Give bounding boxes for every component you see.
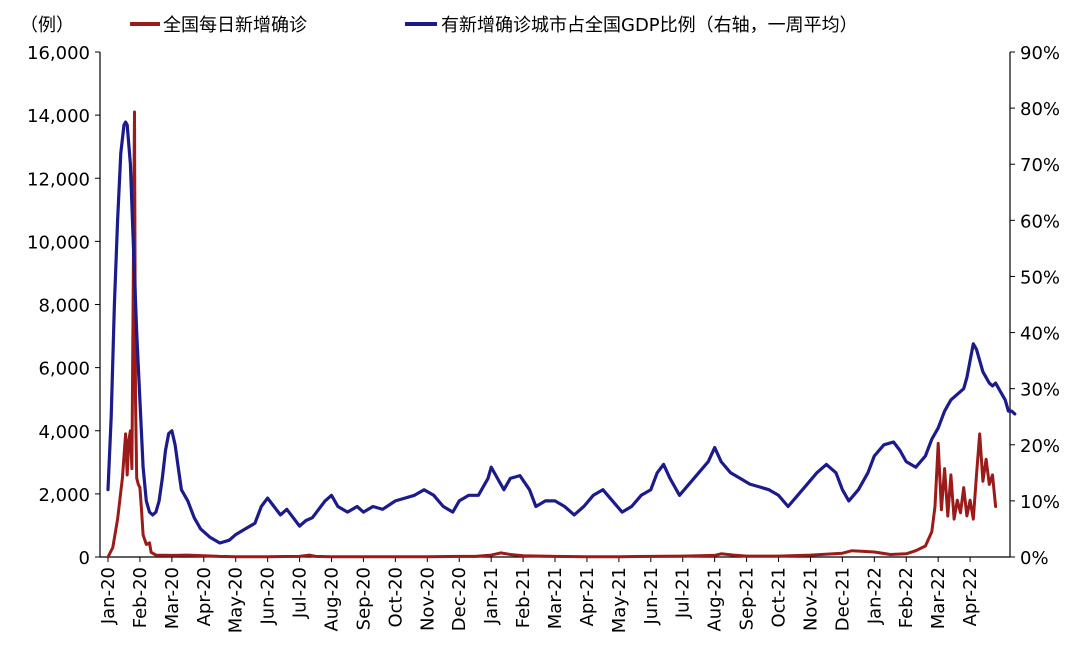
- axes: [99, 52, 1011, 558]
- left-axis-ticks: 0 2,000 4,000 6,000 8,000 10,000 12,000 14,000 1…: [27, 43, 100, 569]
- x-axis-tick-label: Dec-21: [832, 567, 853, 631]
- right-axis-tick-label: 50%: [1020, 267, 1060, 288]
- legend: 全国每日新增确诊 有新增确诊城市占全国GDP比例（右轴，一周平均）: [130, 15, 858, 36]
- right-axis-ticks: 0% 10% 20% 30% 40% 50% 60% 70% 80% 90%: [1010, 43, 1060, 569]
- left-axis-unit: （例）: [20, 15, 74, 36]
- x-axis-tick-label: Mar-20: [162, 567, 183, 629]
- series-layer: [106, 110, 1017, 559]
- x-axis-tick-label: Apr-20: [194, 567, 215, 626]
- x-axis-tick-label: Feb-21: [513, 567, 534, 628]
- x-axis-tick-label: May-21: [609, 567, 630, 633]
- x-axis-tick-label: Jun-20: [258, 567, 279, 626]
- x-axis-tick-label: Sep-20: [353, 567, 374, 630]
- x-axis-tick-label: Jul-21: [673, 567, 694, 619]
- x-axis-tick-label: Apr-21: [577, 567, 598, 626]
- right-axis-tick-label: 70%: [1020, 155, 1060, 176]
- right-axis-tick-label: 20%: [1020, 436, 1060, 457]
- left-axis-tick-label: 12,000: [27, 169, 90, 190]
- right-axis-tick-label: 60%: [1020, 211, 1060, 232]
- legend-label-daily-cases: 全国每日新增确诊: [163, 15, 307, 36]
- x-axis-tick-label: Mar-21: [545, 567, 566, 629]
- x-axis-tick-label: Jun-21: [641, 567, 662, 626]
- right-axis-tick-label: 90%: [1020, 43, 1060, 64]
- left-axis-tick-label: 4,000: [38, 422, 90, 443]
- left-axis-tick-label: 16,000: [27, 43, 90, 64]
- x-axis-tick-label: Nov-20: [417, 567, 438, 631]
- x-axis-tick-label: Mar-22: [928, 567, 949, 629]
- x-axis-tick-label: Aug-21: [705, 567, 726, 632]
- series-line-daily-cases: [106, 110, 998, 559]
- x-axis-tick-label: Apr-22: [960, 567, 981, 626]
- x-axis-tick-label: Dec-20: [449, 567, 470, 631]
- x-axis-tick-label: Oct-20: [385, 567, 406, 628]
- right-axis-tick-label: 10%: [1020, 492, 1060, 513]
- x-axis-tick-label: Feb-22: [896, 567, 917, 628]
- x-axis-tick-label: Nov-21: [800, 567, 821, 631]
- left-axis-tick-label: 10,000: [27, 232, 90, 253]
- x-axis-tick-label: Jul-20: [290, 567, 311, 619]
- left-axis-tick-label: 0: [79, 548, 90, 569]
- x-axis-tick-label: May-20: [226, 567, 247, 633]
- x-axis-tick-label: Jan-20: [98, 567, 119, 625]
- x-axis-tick-label: Jan-21: [481, 567, 502, 625]
- x-axis-tick-label: Sep-21: [737, 567, 758, 630]
- right-axis-tick-label: 40%: [1020, 324, 1060, 345]
- right-axis-tick-label: 30%: [1020, 380, 1060, 401]
- x-axis-tick-label: Jan-22: [864, 567, 885, 625]
- x-axis-tick-label: Feb-20: [130, 567, 151, 628]
- x-axis-ticks: Jan-20 Feb-20 Mar-20 Apr-20 May-20 Jun-20 Jul-…: [98, 557, 981, 633]
- left-axis-tick-label: 2,000: [38, 485, 90, 506]
- x-axis-tick-label: Oct-21: [769, 567, 790, 628]
- right-axis-tick-label: 0%: [1020, 548, 1049, 569]
- series-line-gdp-share: [106, 120, 1017, 545]
- left-axis-tick-label: 8,000: [38, 296, 90, 317]
- x-axis-tick-label: Aug-20: [322, 567, 343, 632]
- right-axis-tick-label: 80%: [1020, 99, 1060, 120]
- left-axis-tick-label: 14,000: [27, 106, 90, 127]
- legend-label-gdp-share: 有新增确诊城市占全国GDP比例（右轴，一周平均）: [441, 15, 858, 36]
- left-axis-tick-label: 6,000: [38, 359, 90, 380]
